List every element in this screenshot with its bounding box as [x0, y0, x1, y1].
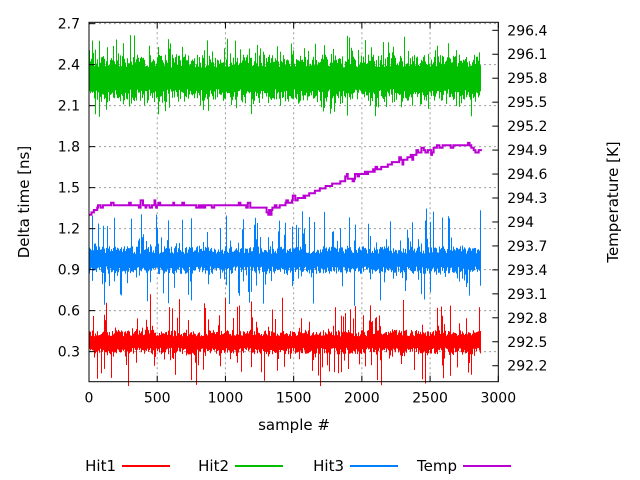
y-tick-label-right: 293.4: [507, 263, 547, 279]
legend-label-hit1: Hit1: [85, 457, 116, 475]
y-tick-label-right: 293.1: [507, 287, 547, 303]
y-tick-label-right: 292.5: [507, 335, 547, 351]
legend-line-hit1-icon: [122, 465, 170, 467]
x-tick-label: 1500: [276, 391, 312, 407]
legend-line-hit2-icon: [235, 465, 283, 467]
y-tick-label-right: 296.4: [507, 23, 547, 39]
y-tick-label-right: 293.7: [507, 239, 547, 255]
x-axis-label: sample #: [258, 416, 330, 434]
series-hit3: [89, 208, 481, 306]
y-tick-label-left: 2.7: [58, 17, 80, 33]
y-tick-label-left: 2.1: [58, 99, 80, 115]
y-tick-label-left: 0.3: [58, 345, 80, 361]
y-tick-label-right: 294.3: [507, 191, 547, 207]
series-hit1: [89, 294, 481, 387]
y-tick-label-right: 295.2: [507, 119, 547, 135]
x-tick-label: 0: [85, 391, 94, 407]
tick-labels: 0.3 0.6 0.9 1.2 1.5 1.8 2.1 2.4 2.7 296.4 296.1 295…: [58, 17, 548, 407]
legend-label-temp: Temp: [417, 457, 457, 475]
y-axis-label-left: Delta time [ns]: [15, 145, 33, 259]
legend-label-hit2: Hit2: [198, 457, 229, 475]
y-tick-label-right: 292.8: [507, 311, 547, 327]
y-tick-label-right: 294.6: [507, 167, 547, 183]
y-tick-label-right: 296.1: [507, 47, 547, 63]
y-tick-label-right: 295.5: [507, 95, 547, 111]
x-tick-label: 2000: [344, 391, 380, 407]
y-tick-label-left: 2.4: [58, 58, 80, 74]
x-tick-label: 500: [144, 391, 171, 407]
y-tick-label-right: 295.8: [507, 71, 547, 87]
legend-line-temp-icon: [463, 465, 511, 467]
y-tick-label-left: 0.6: [58, 304, 80, 320]
legend-label-hit3: Hit3: [313, 457, 344, 475]
series-hit2: [89, 35, 481, 117]
x-tick-label: 3000: [480, 391, 516, 407]
x-tick-label: 1000: [208, 391, 244, 407]
y-tick-label-right: 294: [507, 215, 534, 231]
axes: [88, 21, 499, 383]
series-temp: [89, 141, 482, 216]
series-group: [89, 35, 482, 387]
y-tick-label-left: 1.5: [58, 181, 80, 197]
x-tick-label: 2500: [412, 391, 448, 407]
y-tick-label-right: 292.2: [507, 359, 547, 375]
y-tick-label-right: 294.9: [507, 143, 547, 159]
y-tick-label-left: 1.8: [58, 140, 80, 156]
y-tick-label-left: 1.2: [58, 222, 80, 238]
legend-line-hit3-icon: [350, 465, 398, 467]
y-tick-label-left: 0.9: [58, 263, 80, 279]
y-axis-label-right: Temperature [K]: [604, 141, 622, 263]
